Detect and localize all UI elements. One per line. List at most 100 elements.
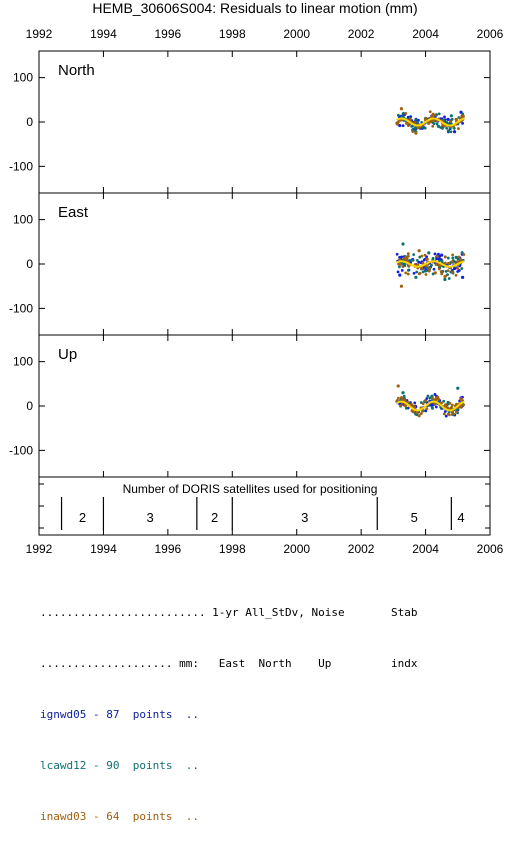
- fit-curve: [396, 400, 465, 412]
- satellite-count-label: 2: [79, 510, 86, 525]
- data-point: [435, 254, 439, 258]
- x-tick-label-top: 2006: [477, 27, 504, 41]
- data-point: [446, 412, 450, 416]
- data-point: [415, 270, 419, 274]
- data-point: [450, 260, 454, 264]
- y-tick-label: 100: [13, 355, 33, 369]
- data-point: [395, 252, 399, 256]
- data-point: [442, 399, 446, 403]
- data-point: [427, 269, 431, 273]
- data-point: [401, 265, 405, 269]
- data-point: [457, 255, 461, 259]
- data-point: [433, 113, 437, 117]
- data-point: [446, 256, 450, 260]
- x-tick-label-top: 1996: [155, 27, 182, 41]
- data-point: [454, 117, 458, 121]
- data-point: [415, 411, 419, 415]
- data-point: [404, 112, 408, 115]
- data-point: [405, 259, 409, 262]
- panel-frame: [38, 334, 491, 478]
- data-point: [456, 270, 460, 273]
- y-tick-label: 0: [26, 399, 33, 413]
- data-point: [413, 263, 417, 266]
- data-point: [444, 414, 448, 418]
- data-point: [401, 242, 405, 246]
- data-point: [433, 271, 437, 275]
- data-point: [433, 393, 437, 396]
- data-point: [448, 401, 452, 405]
- stats-row-lcawd12: lcawd12 - 90 points ..: [40, 759, 199, 772]
- data-point: [457, 127, 460, 130]
- data-point: [396, 396, 400, 400]
- satellite-count-panel: Number of DORIS satellites used for posi…: [38, 476, 491, 536]
- data-point: [427, 267, 431, 270]
- data-point: [441, 124, 445, 127]
- data-point: [424, 399, 428, 403]
- data-point: [414, 118, 418, 122]
- satellite-count-label: 3: [147, 510, 154, 525]
- data-point: [406, 272, 410, 276]
- data-point: [460, 251, 464, 255]
- data-point: [442, 412, 446, 416]
- data-point: [454, 273, 458, 277]
- data-point: [443, 410, 447, 413]
- data-point: [443, 255, 447, 259]
- y-tick-label: 100: [13, 213, 33, 227]
- data-point: [423, 253, 427, 257]
- data-point: [398, 273, 402, 277]
- data-point: [413, 401, 417, 405]
- data-point: [415, 120, 419, 124]
- data-point: [398, 265, 401, 269]
- data-point: [419, 412, 423, 415]
- data-point: [431, 396, 434, 400]
- data-point: [440, 259, 444, 263]
- data-point: [451, 256, 455, 260]
- data-point: [397, 262, 401, 266]
- data-point: [449, 119, 452, 123]
- data-point: [417, 249, 421, 253]
- data-point: [395, 122, 399, 126]
- data-point: [441, 127, 444, 130]
- data-point: [436, 124, 441, 129]
- y-tick-label: 0: [26, 115, 33, 129]
- x-tick-label-top: 1998: [219, 27, 246, 41]
- residuals-chart: HEMB_30606S004: Residuals to linear moti…: [9, 0, 504, 556]
- data-point: [445, 121, 449, 124]
- data-point: [417, 272, 421, 276]
- data-point: [452, 412, 456, 416]
- y-tick-label: -100: [9, 159, 33, 173]
- data-point: [432, 122, 436, 126]
- data-point: [428, 110, 432, 114]
- data-point: [432, 267, 436, 271]
- data-point: [401, 391, 405, 395]
- panel-north: 100 0 -100 North: [9, 50, 491, 194]
- stats-row-ignwd05: ignwd05 - 87 points ..: [40, 708, 199, 721]
- data-point: [439, 264, 443, 268]
- data-point: [398, 123, 402, 128]
- data-point: [430, 263, 433, 267]
- data-point: [424, 273, 428, 276]
- x-tick-label-bottom: 1994: [90, 542, 117, 556]
- data-point: [399, 107, 404, 111]
- data-point: [427, 251, 431, 255]
- data-point: [420, 254, 424, 258]
- x-tick-label-bottom: 1998: [219, 542, 246, 556]
- data-point: [416, 126, 420, 130]
- fit-curve: [396, 260, 465, 268]
- data-point: [459, 405, 463, 409]
- data-point: [446, 129, 450, 133]
- data-point: [424, 264, 428, 268]
- data-point: [421, 270, 425, 274]
- data-point: [449, 114, 453, 118]
- y-tick-label: 100: [13, 71, 33, 85]
- data-point: [425, 397, 429, 400]
- data-point: [421, 402, 425, 406]
- data-point: [434, 405, 438, 409]
- data-point: [426, 394, 430, 398]
- chart-layer: 1992199219941994199619961998199820002000…: [9, 27, 504, 556]
- data-point: [454, 410, 458, 414]
- data-point: [411, 404, 415, 408]
- stats-row-inawd03: inawd03 - 64 points ..: [40, 810, 199, 823]
- satellite-count-label: 2: [211, 510, 218, 525]
- data-point: [443, 261, 447, 265]
